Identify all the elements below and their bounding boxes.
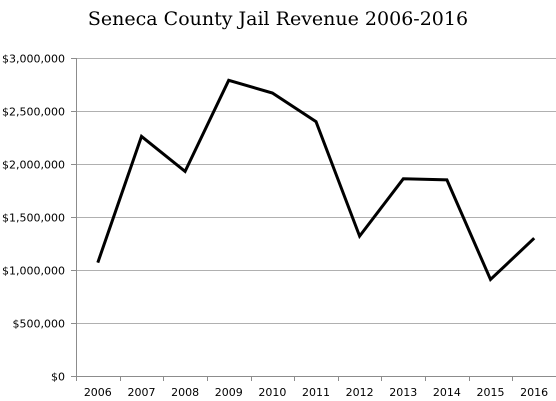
y-tick-label: $1,500,000 (2, 212, 65, 225)
x-tick-label: 2015 (477, 386, 505, 399)
x-tick-label: 2010 (258, 386, 286, 399)
y-tick-label: $2,500,000 (2, 106, 65, 119)
y-tick-label: $2,000,000 (2, 159, 65, 172)
y-tick-label: $3,000,000 (2, 53, 65, 66)
chart-title: Seneca County Jail Revenue 2006-2016 (88, 8, 468, 30)
x-tick-label: 2014 (433, 386, 461, 399)
x-tick-label: 2013 (389, 386, 417, 399)
y-tick-label: $1,000,000 (2, 265, 65, 278)
y-tick-label: $500,000 (13, 318, 66, 331)
gridlines (76, 58, 556, 324)
x-tick-label: 2011 (302, 386, 330, 399)
x-tick-label: 2007 (127, 386, 155, 399)
axes (71, 58, 556, 381)
x-tick-label: 2009 (215, 386, 243, 399)
x-tick-label: 2006 (84, 386, 112, 399)
y-axis-tick-labels: $0 $500,000 $1,000,000 $1,500,000 $2,000,000… (2, 53, 65, 384)
x-tick-label: 2016 (520, 386, 548, 399)
series-layer (96, 78, 536, 283)
x-axis-tick-labels: 2006 2007 2008 2009 2010 2011 2012 2013 2014 2015… (84, 386, 548, 399)
y-tick-label: $0 (51, 371, 65, 384)
x-tick-label: 2012 (346, 386, 374, 399)
series-line (96, 78, 536, 283)
x-tick-label: 2008 (171, 386, 199, 399)
